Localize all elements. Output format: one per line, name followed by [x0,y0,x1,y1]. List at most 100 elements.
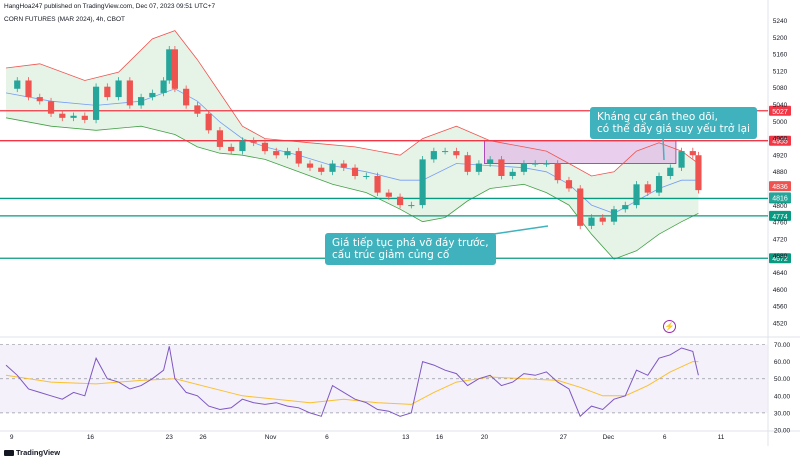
candle-body [644,184,651,193]
price-tick: 4800 [773,203,788,210]
level-tag-4955: 4955 [772,139,788,146]
candle-body [239,140,246,152]
time-tick: Nov [265,434,277,441]
candle-body [306,163,314,168]
price-tick: 5000 [773,119,788,126]
candle-body [14,80,21,89]
candle-body [655,176,663,193]
candle-body [689,151,696,156]
candle-body [25,80,32,98]
candle-body [36,97,43,102]
candle-body [374,176,381,193]
rsi-tick: 20.00 [774,428,791,435]
candle-body [396,196,404,206]
candle-body [166,49,173,81]
price-tick: 4680 [773,253,788,260]
candle-body [81,115,88,120]
price-tick: 4880 [773,169,788,176]
candle-body [475,163,482,172]
break-note: Giá tiếp tục phá vỡ đáy trước, cấu trúc … [325,233,496,265]
time-tick: 26 [199,434,207,441]
candle-body [610,209,618,222]
candle-body [419,159,426,206]
price-tick: 4960 [773,136,788,143]
candle-body [520,163,528,172]
last-price-tag-4816: 4816 [772,195,788,202]
candle-body [92,86,100,120]
resistance-note-line2: có thể đẩy giá suy yếu trở lại [597,123,750,135]
candle-body [487,159,494,164]
candle-body [430,151,437,160]
level-tag-bg-4955 [769,135,791,146]
level-tag-bg-4774 [769,210,791,221]
candle-body [667,167,674,176]
break-note-line1: Giá tiếp tục phá vỡ đáy trước, [332,237,489,249]
time-tick: 16 [87,434,95,441]
candle-body [408,205,415,207]
candle-body [228,146,235,152]
candle-body [599,217,606,222]
bollinger-fill [6,30,699,260]
price-tick: 5120 [773,68,788,75]
candle-body [47,101,55,114]
candle-body [464,155,471,172]
candle-body [138,97,145,106]
candle-body [509,171,516,176]
candle-body [284,151,291,156]
candle-body [104,86,111,98]
candle-body [695,155,702,191]
price-tick: 4920 [773,152,788,159]
price-tick: 4520 [773,320,788,327]
candle-body [59,113,66,118]
level-tag-bg-4672 [769,253,791,264]
last-price-tag-4836: 4836 [772,184,788,191]
candle-body [149,92,156,98]
time-tick: 20 [481,434,489,441]
price-tick: 5160 [773,52,788,59]
last-price-bg-4836 [769,181,791,192]
rsi-tick: 70.00 [774,342,791,349]
price-tick: 4640 [773,270,788,277]
candle-body [318,167,325,172]
time-axis: 9 16 23 26 Nov 6 13 16 20 27 Dec 6 11 [10,434,725,441]
candle-body [261,142,269,152]
time-tick: 16 [436,434,444,441]
time-tick: 13 [402,434,410,441]
candle-body [577,188,584,226]
candle-body [295,151,302,164]
time-tick: 23 [166,434,174,441]
candle-body [273,151,280,156]
resistance-note-pointer [662,136,665,161]
price-tick: 4600 [773,287,788,294]
candle-body [622,205,629,210]
price-tick: 5240 [773,18,788,25]
time-tick: 11 [718,434,725,441]
rsi-line [5,346,699,418]
price-tick: 5080 [773,85,788,92]
bollinger-upper [5,30,699,177]
candle-body [115,80,122,98]
candle-body [250,140,257,143]
level-tag-4672: 4672 [772,256,788,263]
candle-body [340,163,347,168]
candle-body [363,176,370,177]
tradingview-logo-icon [4,450,14,457]
last-price-bg-4816 [769,192,791,203]
level-tag-bg-5027 [769,105,791,116]
candle-body [453,151,460,156]
lightning-icon[interactable]: ⚡ [663,320,676,333]
candle-body [678,151,685,168]
candle-body [329,163,336,172]
price-tick: 4560 [773,304,788,311]
candle-body [498,159,505,176]
candle-body [554,163,561,181]
resistance-note: Kháng cự cần theo dõi, có thể đẩy giá su… [590,107,757,139]
time-tick: Dec [603,434,615,441]
resistance-zone [484,140,677,164]
candle-body [205,113,212,131]
candle-body [171,49,178,89]
rsi-chart[interactable]: 70.00 60.00 50.00 40.00 30.00 20.00 [0,342,791,435]
time-tick: 6 [325,434,329,441]
brand-footer[interactable]: TradingView [4,448,60,457]
level-tag-5027: 5027 [772,109,788,116]
